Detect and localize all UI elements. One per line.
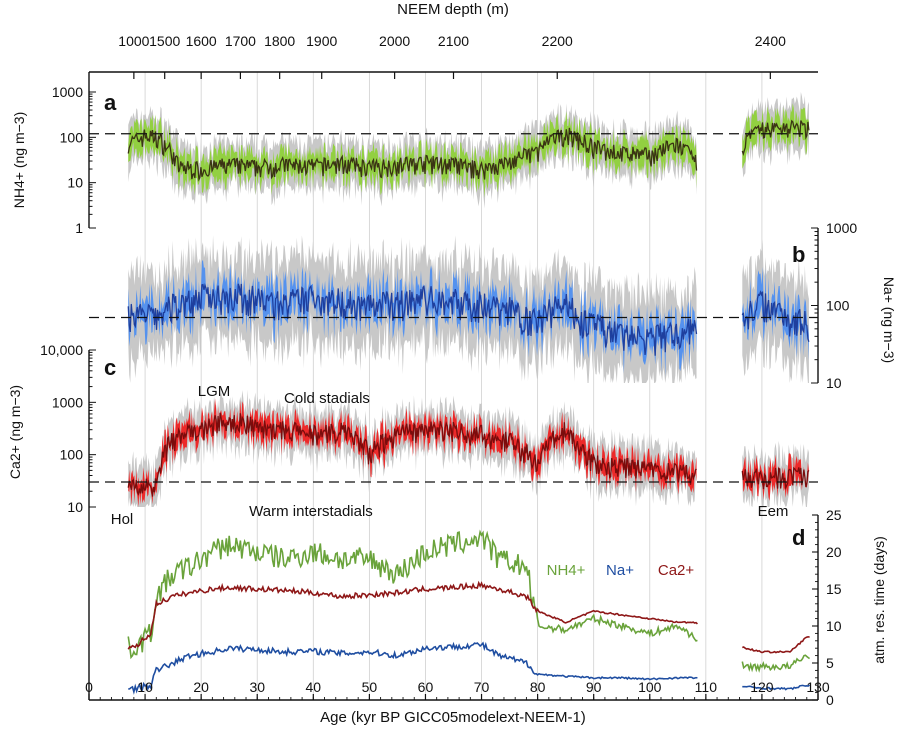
depth-tick-label: 2000 <box>379 33 410 49</box>
x-tick-label: 110 <box>695 679 718 695</box>
y-tick-label-c: 100 <box>60 447 84 463</box>
x-tick-label: 0 <box>85 679 93 695</box>
annotation-warm-interstadials: Warm interstadials <box>249 503 373 520</box>
series-line-d-ca <box>742 635 810 654</box>
raw-data-band-c <box>128 389 697 507</box>
y-tick-label-c: 1000 <box>52 394 83 410</box>
y-tick-label-d: 5 <box>826 655 834 671</box>
series-line-c <box>741 466 810 491</box>
series-line-a <box>741 119 810 156</box>
series-line-a <box>127 127 698 182</box>
depth-tick-label: 2100 <box>438 33 469 49</box>
x-tick-label: 100 <box>638 679 662 695</box>
y-tick-label-b: 1000 <box>826 220 857 236</box>
chart-axes: NH4+ Na+ Ca2+0 10 20 30 40 50 60 70 80 90 100 110 120 1… <box>7 33 897 708</box>
x-tick-label: 120 <box>750 679 774 695</box>
x-tick-label: 130 <box>806 679 830 695</box>
x-tick-label: 10 <box>137 679 153 695</box>
y-tick-label-b: 100 <box>826 298 850 314</box>
x-tick-label: 60 <box>418 679 434 695</box>
legend-entry-nh4: NH4+ <box>547 562 586 579</box>
x-tick-label: 40 <box>306 679 322 695</box>
y-tick-label-a: 10 <box>67 175 83 191</box>
y-tick-label-a: 100 <box>60 129 84 145</box>
x-tick-label: 70 <box>474 679 490 695</box>
y-tick-label-d: 0 <box>826 692 834 708</box>
raw-data-band-b <box>128 235 697 383</box>
series-line-d-nh4 <box>127 529 698 660</box>
series-line-d-na <box>128 641 698 695</box>
y-tick-label-c: 10,000 <box>40 342 83 358</box>
annotation-eemian: Eem <box>758 503 789 520</box>
legend-entry-na: Na+ <box>606 562 634 579</box>
x-tick-label: 80 <box>530 679 546 695</box>
depth-tick-label: 2200 <box>542 33 573 49</box>
chart-series <box>89 92 818 695</box>
depth-tick-label: 1700 <box>225 33 256 49</box>
y-tick-label-b: 10 <box>826 375 842 391</box>
panel-letter-d: d <box>792 525 805 550</box>
annotation-cold-stadials: Cold stadials <box>284 390 370 407</box>
series-line-d-nh4 <box>741 654 811 673</box>
y-tick-label-a: 1 <box>75 220 83 236</box>
legend-entry-ca: Ca2+ <box>658 562 695 579</box>
series-line-b <box>127 283 698 356</box>
panel-letter-c: c <box>104 355 116 380</box>
y-tick-label-c: 10 <box>67 499 83 515</box>
data-band-b <box>128 259 697 377</box>
panel-letter-b: b <box>792 242 805 267</box>
y-tick-label-d: 25 <box>826 507 842 523</box>
series-line-d-ca <box>127 580 698 650</box>
y-tick-label-d: 10 <box>826 618 842 634</box>
depth-tick-label: 1600 <box>186 33 217 49</box>
annotation-lgm: LGM <box>198 383 231 400</box>
bottom-axis-title: Age (kyr BP GICC05modelext-NEEM-1) <box>320 709 586 726</box>
data-band-a <box>742 103 809 169</box>
series-line-b <box>741 290 810 342</box>
depth-tick-label: 1000 <box>118 33 149 49</box>
y-tick-label-a: 1000 <box>52 84 83 100</box>
data-band-c <box>742 453 809 501</box>
x-tick-label: 30 <box>249 679 265 695</box>
y-tick-label-d: 15 <box>826 581 842 597</box>
series-line-c <box>127 412 697 497</box>
depth-tick-label: 2400 <box>755 33 786 49</box>
y-axis-label-d: atm. res. time (days) <box>871 536 887 664</box>
depth-tick-label: 1900 <box>306 33 337 49</box>
depth-tick-label: 1500 <box>149 33 180 49</box>
x-tick-label: 20 <box>193 679 209 695</box>
y-axis-label-b: Na+ (ng m−3) <box>881 277 897 363</box>
annotation-holocene: Hol <box>111 511 134 528</box>
data-band-a <box>128 110 697 198</box>
depth-tick-label: 1800 <box>264 33 295 49</box>
series-line-d-na <box>742 684 811 691</box>
y-axis-label-c: Ca2+ (ng m−3) <box>7 385 23 479</box>
y-tick-label-d: 20 <box>826 544 842 560</box>
panel-letter-a: a <box>104 90 117 115</box>
x-tick-label: 90 <box>586 679 602 695</box>
x-tick-label: 50 <box>362 679 378 695</box>
y-axis-label-a: NH4+ (ng m−3) <box>11 112 27 208</box>
top-axis-title: NEEM depth (m) <box>397 1 509 18</box>
